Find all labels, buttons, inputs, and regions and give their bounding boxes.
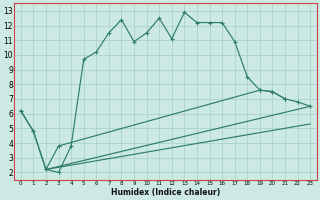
X-axis label: Humidex (Indice chaleur): Humidex (Indice chaleur) — [111, 188, 220, 197]
